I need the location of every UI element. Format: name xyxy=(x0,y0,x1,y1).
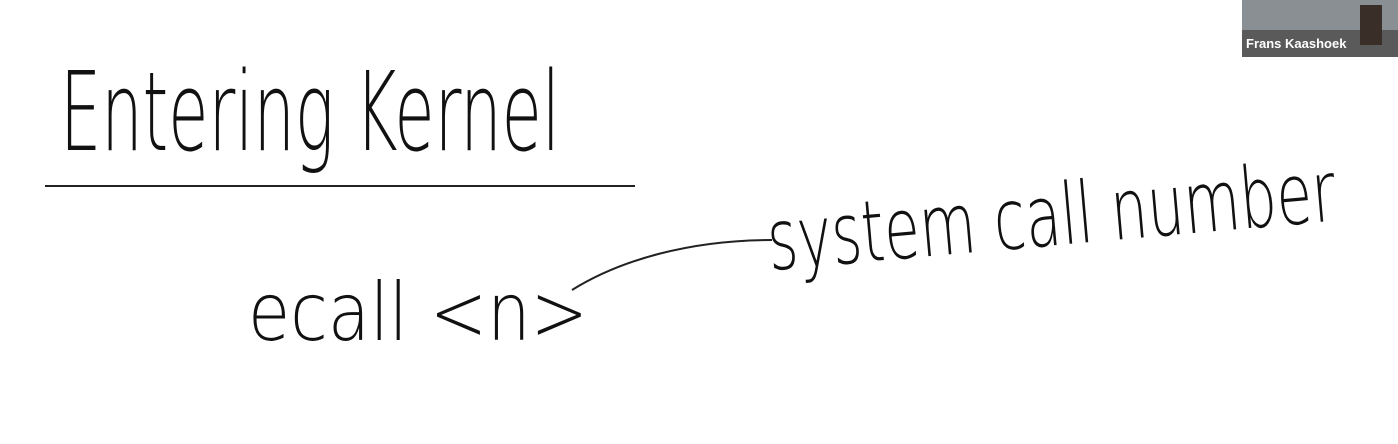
participant-name: Frans Kaashoek xyxy=(1246,36,1347,51)
participant-video: Frans Kaashoek xyxy=(1242,0,1398,57)
note: ecall <n> xyxy=(248,266,588,359)
arrow-line xyxy=(571,239,773,291)
board-title: Entering Kernel xyxy=(60,48,560,176)
video-person xyxy=(1360,5,1382,45)
